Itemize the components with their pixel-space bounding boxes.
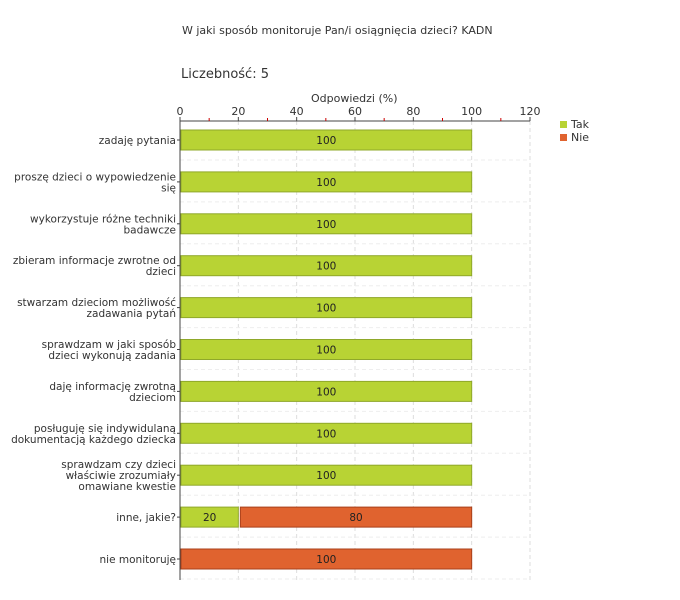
category-label-line: inne, jakie? [116,512,176,524]
category-label-line: badawcze [123,224,176,236]
x-tick-label-40: 40 [290,105,304,118]
category-label-5: sprawdzam w jaki sposób dzieci wykonują z… [42,339,177,362]
x-tick-label-80: 80 [406,105,420,118]
bar-tak-2 [180,213,473,235]
category-label-6: daję informację zwrotną dzieciom [49,381,176,404]
x-tick-label-120: 120 [520,105,541,118]
category-label-line: dzieciom [129,392,176,404]
data-label-tak-2: 100 [316,219,336,231]
category-label-3: zbieram informacje zwrotne od dzieci [13,255,176,278]
category-label-line: proszę dzieci o wypowiedzenie [14,171,176,183]
category-label-10: nie monitoruję [100,554,176,566]
category-label-line: dzieci wykonują zadania [48,350,176,362]
data-label-tak-3: 100 [316,261,336,273]
data-label-tak-5: 100 [316,345,336,357]
category-label-9: inne, jakie? [116,512,176,524]
bar-tak-1 [180,171,473,193]
bar-tak-7 [180,422,473,444]
bar-tak-5 [180,339,473,360]
legend-swatch-nie [560,134,567,141]
sample-size-label: Liczebność: 5 [181,67,269,82]
legend-swatch-tak [560,121,567,128]
legend: Tak Nie [560,118,589,144]
data-label-nie-9: 80 [349,512,362,524]
category-label-line: zadawania pytań [87,308,177,320]
bar-tak-6 [180,380,473,402]
legend-label-nie: Nie [571,131,590,144]
category-label-line: zadaję pytania [99,135,176,147]
category-label-line: dokumentacją każdego dziecka [11,434,176,446]
x-axis-title: Odpowiedzi (%) [311,92,398,105]
category-label-7: posługuję się indywidulaną dokumentacją k… [11,423,176,446]
category-label-0: zadaję pytania [99,135,176,147]
category-label-line: sprawdzam czy dzieci [61,459,176,471]
data-label-tak-4: 100 [316,303,336,315]
category-label-8: sprawdzam czy dzieci właściwie zrozumiały… [61,459,176,493]
bar-tak-8 [180,464,473,486]
category-label-2: wykorzystuje różne techniki badawcze [30,213,176,236]
data-label-tak-6: 100 [316,386,336,398]
data-label-nie-10: 100 [316,554,336,566]
x-tick-label-100: 100 [461,105,482,118]
category-label-1: proszę dzieci o wypowiedzenie się [14,171,176,194]
category-label-line: posługuję się indywidulaną [34,423,176,435]
category-label-line: sprawdzam w jaki sposób [42,339,177,351]
legend-item-tak: Tak [560,118,589,131]
chart-title: W jaki sposób monitoruje Pan/i osiągnięc… [182,24,493,37]
x-tick-label-20: 20 [231,105,245,118]
data-label-tak-7: 100 [316,428,336,440]
x-tick-label-0: 0 [177,105,184,118]
category-label-line: zbieram informacje zwrotne od [13,255,176,267]
category-label-line: dzieci [146,266,176,278]
category-label-line: daję informację zwrotną [49,381,176,393]
bar-tak-9 [180,506,239,528]
legend-label-tak: Tak [571,118,590,131]
bar-nie-9 [239,506,473,528]
data-label-tak-0: 100 [316,135,336,147]
legend-item-nie: Nie [560,131,589,144]
category-label-line: wykorzystuje różne techniki [30,213,176,225]
bar-nie-10 [180,548,473,570]
category-label-line: stwarzam dzieciom możliwość [17,297,176,309]
category-label-line: się [161,182,176,194]
category-label-line: omawiane kwestie [78,481,176,493]
bar-tak-0 [180,129,473,151]
data-label-tak-1: 100 [316,177,336,189]
bar-tak-3 [180,255,473,277]
data-label-tak-9: 20 [203,512,216,524]
category-label-line: nie monitoruję [100,554,176,566]
x-tick-label-60: 60 [348,105,362,118]
bar-tak-4 [180,297,473,319]
data-label-tak-8: 100 [316,470,336,482]
category-label-line: właściwie zrozumiały [66,470,176,482]
category-label-4: stwarzam dzieciom możliwość zadawania pyt… [17,297,176,320]
